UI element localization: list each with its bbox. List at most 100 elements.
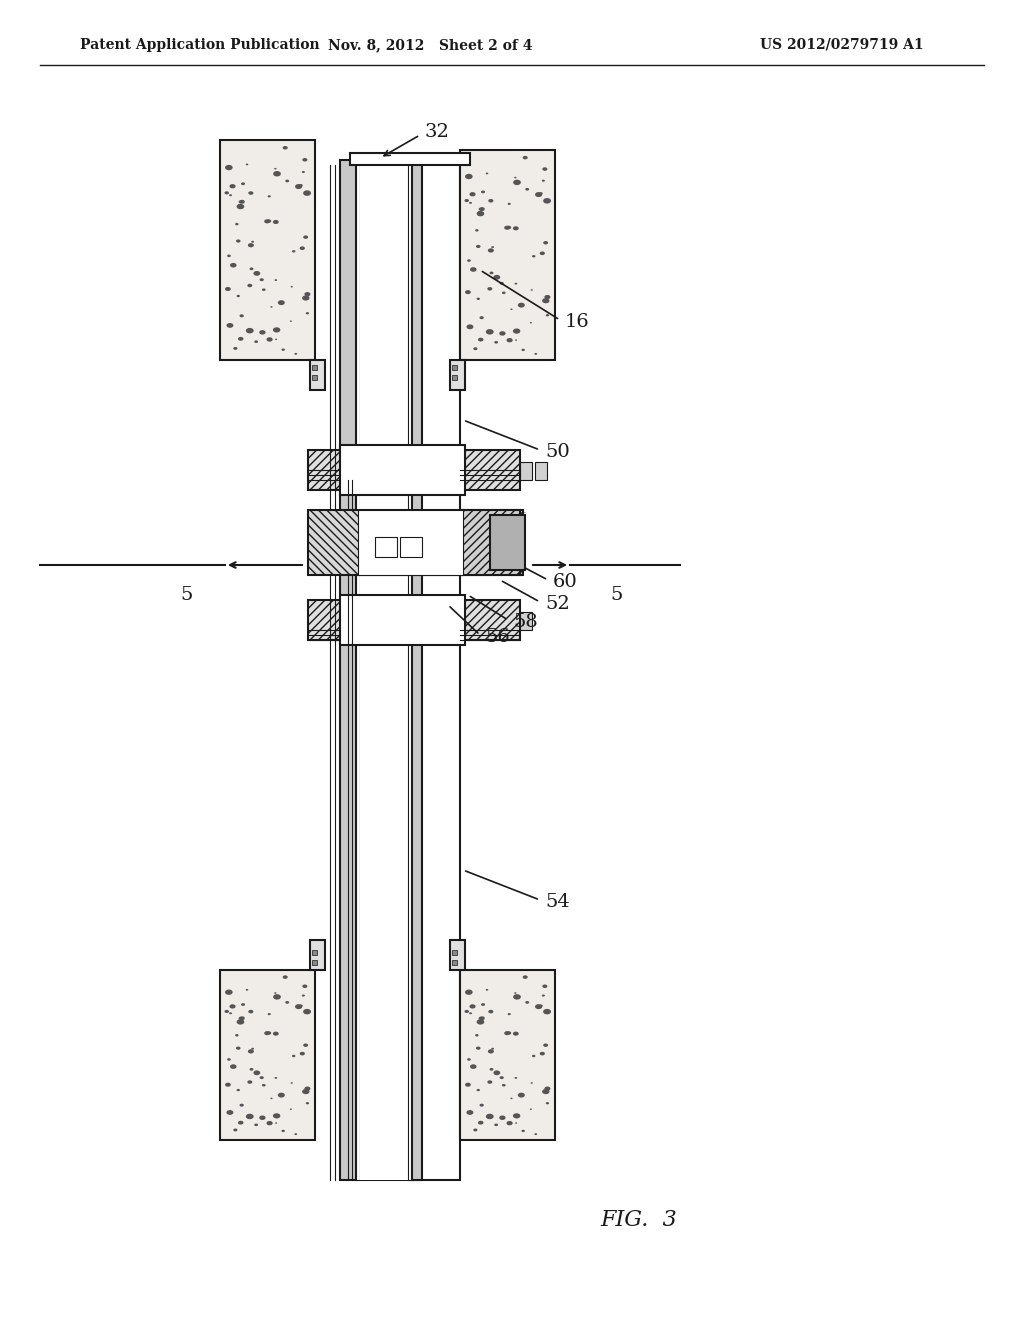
Ellipse shape <box>299 183 303 186</box>
Ellipse shape <box>254 341 258 343</box>
Ellipse shape <box>246 327 254 334</box>
Ellipse shape <box>510 1098 513 1100</box>
Bar <box>460 970 555 1140</box>
Text: US 2012/0279719 A1: US 2012/0279719 A1 <box>760 38 924 51</box>
Text: 5: 5 <box>180 586 193 605</box>
Ellipse shape <box>487 286 493 290</box>
Ellipse shape <box>479 1016 484 1020</box>
Ellipse shape <box>481 1003 485 1006</box>
Ellipse shape <box>514 993 516 994</box>
Ellipse shape <box>272 1032 279 1036</box>
Ellipse shape <box>521 1130 525 1133</box>
Ellipse shape <box>282 348 285 351</box>
Ellipse shape <box>275 1122 278 1123</box>
Ellipse shape <box>487 1080 493 1084</box>
Ellipse shape <box>476 1019 484 1024</box>
Ellipse shape <box>489 1068 494 1071</box>
Ellipse shape <box>236 1034 239 1036</box>
Ellipse shape <box>518 1093 525 1097</box>
Ellipse shape <box>225 165 232 170</box>
Ellipse shape <box>536 191 542 197</box>
Ellipse shape <box>494 275 501 280</box>
Ellipse shape <box>475 230 478 231</box>
Ellipse shape <box>299 1005 303 1007</box>
Ellipse shape <box>295 183 302 189</box>
Ellipse shape <box>291 1082 293 1084</box>
Ellipse shape <box>264 219 270 223</box>
Ellipse shape <box>248 1049 254 1053</box>
Bar <box>350 153 470 165</box>
Text: FIG.  3: FIG. 3 <box>600 1209 677 1232</box>
Ellipse shape <box>479 317 483 319</box>
Ellipse shape <box>535 352 538 355</box>
Ellipse shape <box>476 211 484 216</box>
Text: 58: 58 <box>513 612 538 631</box>
Ellipse shape <box>246 164 248 165</box>
Ellipse shape <box>266 338 272 342</box>
Ellipse shape <box>226 323 233 327</box>
Ellipse shape <box>504 1031 510 1035</box>
Ellipse shape <box>264 1031 270 1035</box>
Ellipse shape <box>229 1005 236 1008</box>
Bar <box>460 150 555 360</box>
Ellipse shape <box>542 994 545 997</box>
Text: 56: 56 <box>485 628 510 645</box>
Bar <box>310 940 325 970</box>
Ellipse shape <box>278 1093 285 1097</box>
Ellipse shape <box>240 1016 245 1020</box>
Ellipse shape <box>476 1089 480 1092</box>
Ellipse shape <box>469 193 475 197</box>
Ellipse shape <box>504 226 510 230</box>
Bar <box>340 445 465 495</box>
Ellipse shape <box>270 1098 272 1100</box>
Ellipse shape <box>506 1031 511 1035</box>
Bar <box>520 462 532 480</box>
Ellipse shape <box>239 201 243 203</box>
Bar <box>460 510 520 576</box>
Ellipse shape <box>300 247 305 249</box>
Ellipse shape <box>540 193 543 194</box>
Bar <box>452 950 457 954</box>
Bar <box>412 160 422 1180</box>
Ellipse shape <box>467 325 473 329</box>
Ellipse shape <box>274 1077 278 1078</box>
Bar <box>312 375 317 380</box>
Ellipse shape <box>227 1059 230 1061</box>
Ellipse shape <box>274 279 278 281</box>
Ellipse shape <box>543 242 548 244</box>
Ellipse shape <box>274 993 276 994</box>
Ellipse shape <box>543 1044 548 1047</box>
Ellipse shape <box>469 202 472 203</box>
Ellipse shape <box>525 1001 529 1003</box>
Ellipse shape <box>513 1113 520 1118</box>
Ellipse shape <box>224 191 229 194</box>
Ellipse shape <box>487 1049 494 1053</box>
Ellipse shape <box>500 331 506 335</box>
Ellipse shape <box>473 347 477 350</box>
Bar <box>452 375 457 380</box>
Ellipse shape <box>259 1115 265 1119</box>
Ellipse shape <box>502 292 506 294</box>
Ellipse shape <box>248 1080 252 1084</box>
Ellipse shape <box>262 1084 265 1086</box>
Ellipse shape <box>229 194 232 197</box>
Ellipse shape <box>290 321 292 322</box>
Ellipse shape <box>273 1113 281 1118</box>
Ellipse shape <box>267 195 270 198</box>
Ellipse shape <box>224 1010 229 1012</box>
Ellipse shape <box>513 994 521 999</box>
Text: Patent Application Publication: Patent Application Publication <box>80 38 319 51</box>
Ellipse shape <box>266 1031 271 1035</box>
Ellipse shape <box>300 1052 305 1056</box>
Ellipse shape <box>306 312 309 314</box>
Text: 5: 5 <box>610 586 623 605</box>
Ellipse shape <box>229 183 236 189</box>
Ellipse shape <box>506 226 511 230</box>
Bar <box>340 160 356 1180</box>
Ellipse shape <box>302 296 309 301</box>
Ellipse shape <box>514 282 517 285</box>
Ellipse shape <box>302 158 307 161</box>
Ellipse shape <box>500 282 504 285</box>
Ellipse shape <box>508 203 511 205</box>
Ellipse shape <box>476 297 480 300</box>
